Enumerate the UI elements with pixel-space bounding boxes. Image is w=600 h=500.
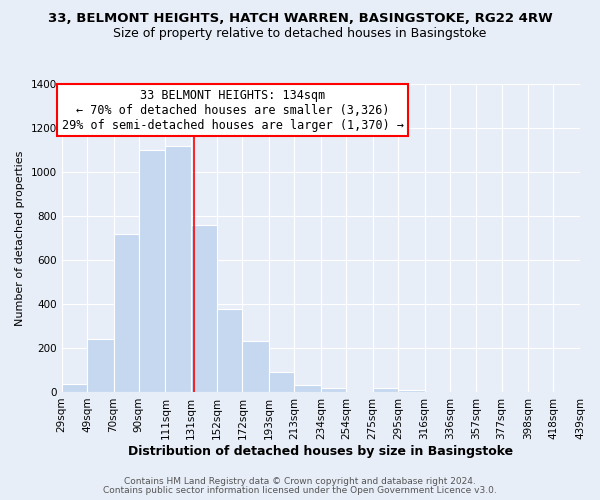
Text: Contains public sector information licensed under the Open Government Licence v3: Contains public sector information licen… — [103, 486, 497, 495]
Text: Size of property relative to detached houses in Basingstoke: Size of property relative to detached ho… — [113, 28, 487, 40]
Bar — [373, 388, 398, 392]
Bar — [269, 372, 294, 392]
Bar — [166, 146, 191, 392]
Bar — [321, 388, 346, 392]
Text: 33 BELMONT HEIGHTS: 134sqm
← 70% of detached houses are smaller (3,326)
29% of s: 33 BELMONT HEIGHTS: 134sqm ← 70% of deta… — [62, 88, 404, 132]
X-axis label: Distribution of detached houses by size in Basingstoke: Distribution of detached houses by size … — [128, 444, 514, 458]
Bar — [113, 234, 139, 392]
Bar — [242, 342, 269, 392]
Bar — [139, 150, 166, 392]
Bar — [87, 339, 113, 392]
Y-axis label: Number of detached properties: Number of detached properties — [15, 150, 25, 326]
Bar — [191, 225, 217, 392]
Bar — [62, 384, 87, 392]
Text: Contains HM Land Registry data © Crown copyright and database right 2024.: Contains HM Land Registry data © Crown c… — [124, 477, 476, 486]
Text: 33, BELMONT HEIGHTS, HATCH WARREN, BASINGSTOKE, RG22 4RW: 33, BELMONT HEIGHTS, HATCH WARREN, BASIN… — [47, 12, 553, 26]
Bar — [398, 390, 425, 392]
Bar — [217, 310, 242, 392]
Bar — [294, 386, 321, 392]
